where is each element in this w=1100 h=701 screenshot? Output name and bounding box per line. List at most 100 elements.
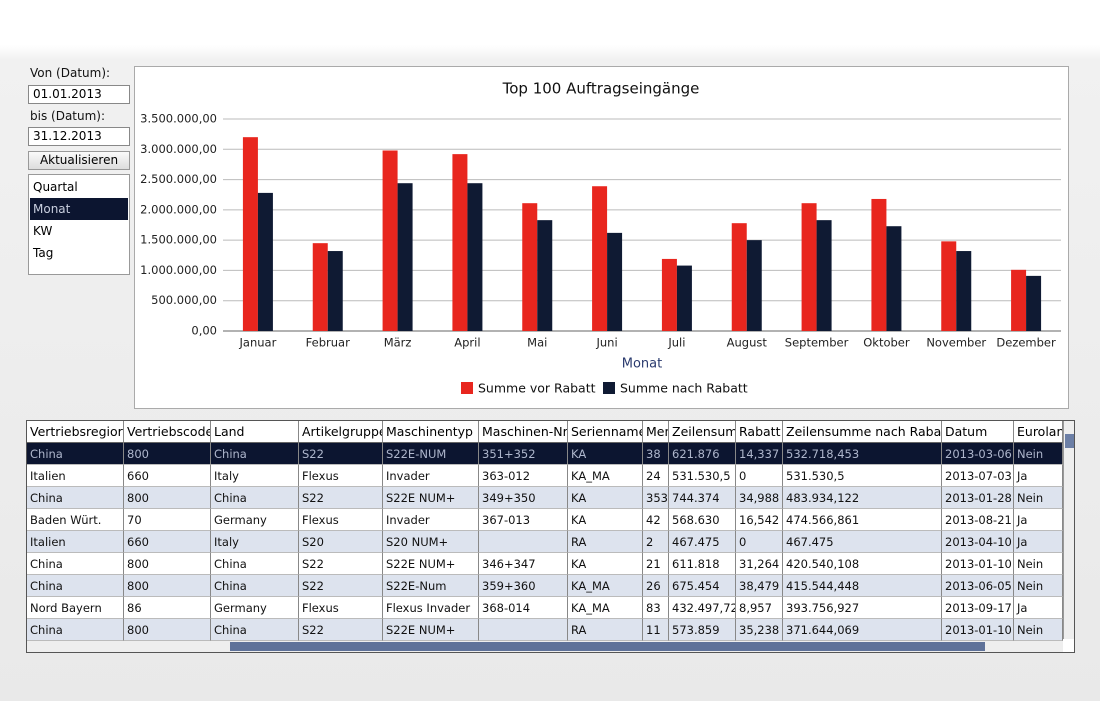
table-cell[interactable]: S22E NUM+ [383,619,479,641]
table-cell[interactable]: 35,238 [736,619,783,641]
table-cell[interactable]: Germany [211,597,299,619]
legend-label[interactable]: Summe vor Rabatt [478,381,596,396]
table-cell[interactable]: 16,542 [736,509,783,531]
table-cell[interactable]: 800 [124,575,211,597]
table-cell[interactable]: 2013-03-06 [942,443,1014,465]
table-cell[interactable]: 0 [736,531,783,553]
table-cell[interactable]: S22 [299,553,383,575]
table-cell[interactable]: Germany [211,509,299,531]
column-header[interactable]: Vertriebsregior [27,421,124,443]
column-header[interactable]: Land [211,421,299,443]
table-cell[interactable]: Ja [1014,509,1063,531]
table-cell[interactable]: Nein [1014,487,1063,509]
table-cell[interactable]: 2 [643,531,669,553]
table-cell[interactable]: China [211,553,299,575]
table-cell[interactable]: 367-013 [479,509,568,531]
table-cell[interactable]: China [27,487,124,509]
table-cell[interactable]: 800 [124,443,211,465]
column-header[interactable]: Eurolan [1014,421,1063,443]
table-cell[interactable]: Italy [211,531,299,553]
column-header[interactable]: Maschinentyp [383,421,479,443]
table-cell[interactable]: Nein [1014,575,1063,597]
column-header[interactable]: Artikelgruppe [299,421,383,443]
table-cell[interactable]: China [211,619,299,641]
table-cell[interactable]: KA_MA [568,597,643,619]
column-header[interactable]: Vertriebscode [124,421,211,443]
h-scroll-thumb[interactable] [230,642,985,651]
table-cell[interactable]: S22 [299,443,383,465]
table-cell[interactable]: 2013-04-10 [942,531,1014,553]
table-cell[interactable]: KA [568,553,643,575]
table-cell[interactable]: 393.756,927 [783,597,942,619]
refresh-button[interactable]: Aktualisieren [28,151,130,170]
table-cell[interactable]: 800 [124,619,211,641]
v-scrollbar[interactable] [1063,421,1074,639]
table-cell[interactable]: 2013-07-03 [942,465,1014,487]
table-cell[interactable]: 660 [124,531,211,553]
table-cell[interactable]: 359+360 [479,575,568,597]
table-cell[interactable]: 2013-01-28 [942,487,1014,509]
table-cell[interactable]: 363-012 [479,465,568,487]
table-cell[interactable]: 532.718,453 [783,443,942,465]
table-cell[interactable]: Invader [383,509,479,531]
table-cell[interactable]: 0 [736,465,783,487]
table-cell[interactable]: S22E-NUM [383,443,479,465]
table-cell[interactable]: Italien [27,531,124,553]
column-header[interactable]: Zeilensumr [669,421,736,443]
table-cell[interactable]: 21 [643,553,669,575]
table-cell[interactable]: 371.644,069 [783,619,942,641]
table-cell[interactable]: 34,988 [736,487,783,509]
table-cell[interactable]: China [211,575,299,597]
table-cell[interactable]: 467.475 [669,531,736,553]
table-cell[interactable]: 31,264 [736,553,783,575]
table-cell[interactable]: 38 [643,443,669,465]
table-cell[interactable]: Ja [1014,597,1063,619]
table-cell[interactable]: RA [568,619,643,641]
column-header[interactable]: Serienname [568,421,643,443]
period-option[interactable]: Monat [30,198,128,220]
table-cell[interactable]: KA [568,443,643,465]
table-cell[interactable]: 467.475 [783,531,942,553]
legend-swatch[interactable] [603,382,615,394]
table-cell[interactable]: 573.859 [669,619,736,641]
table-cell[interactable]: KA [568,487,643,509]
table-cell[interactable]: 531.530,5 [783,465,942,487]
table-cell[interactable]: 660 [124,465,211,487]
table-cell[interactable]: 474.566,861 [783,509,942,531]
table-cell[interactable]: 483.934,122 [783,487,942,509]
table-cell[interactable]: 800 [124,553,211,575]
table-cell[interactable]: Nord Bayern [27,597,124,619]
table-cell[interactable]: 2013-08-21 [942,509,1014,531]
v-scroll-thumb[interactable] [1065,434,1074,448]
table-cell[interactable]: 2013-01-10 [942,553,1014,575]
table-cell[interactable]: 351+352 [479,443,568,465]
column-header[interactable]: Zeilensumme nach Rabatt [783,421,942,443]
from-input[interactable]: 01.01.2013 [28,85,130,104]
table-cell[interactable]: 415.544,448 [783,575,942,597]
table-cell[interactable]: 368-014 [479,597,568,619]
table-cell[interactable]: Ja [1014,465,1063,487]
table-cell[interactable]: 24 [643,465,669,487]
table-cell[interactable]: Flexus [299,465,383,487]
legend-swatch[interactable] [461,382,473,394]
table-cell[interactable]: KA_MA [568,465,643,487]
column-header[interactable]: Datum [942,421,1014,443]
to-input[interactable]: 31.12.2013 [28,127,130,146]
table-cell[interactable]: S20 [299,531,383,553]
h-scrollbar[interactable] [27,640,1063,652]
table-cell[interactable]: 621.876 [669,443,736,465]
table-cell[interactable]: 432.497,72 [669,597,736,619]
table-cell[interactable]: S20 NUM+ [383,531,479,553]
table-cell[interactable]: 26 [643,575,669,597]
table-cell[interactable]: 70 [124,509,211,531]
table-cell[interactable]: Italien [27,465,124,487]
period-option[interactable]: Quartal [33,180,78,194]
table-cell[interactable]: KA [568,509,643,531]
table-cell[interactable]: Flexus [299,597,383,619]
table-cell[interactable]: 2013-09-17 [942,597,1014,619]
table-cell[interactable]: RA [568,531,643,553]
table-cell[interactable]: Baden Würt. [27,509,124,531]
table-cell[interactable]: 86 [124,597,211,619]
table-cell[interactable]: S22E NUM+ [383,553,479,575]
table-cell[interactable]: 83 [643,597,669,619]
